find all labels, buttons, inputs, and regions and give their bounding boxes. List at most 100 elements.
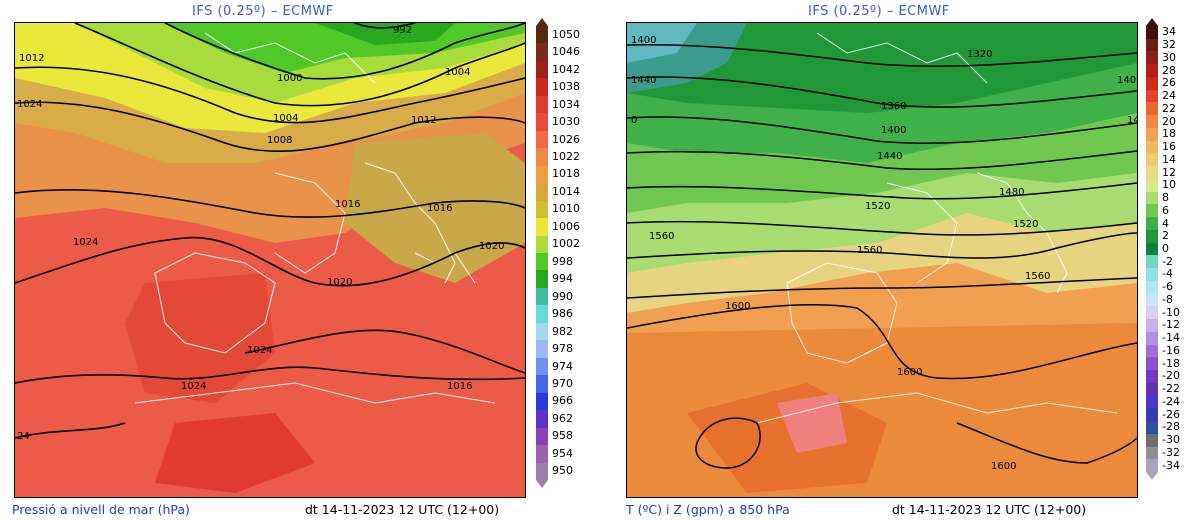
colorbar-label: 1034 (552, 97, 580, 111)
colorbar-label: 8 (1162, 191, 1169, 205)
colorbar-swatch (1146, 459, 1158, 473)
colorbar-swatch (536, 445, 548, 464)
colorbar-label: 18 (1162, 127, 1176, 141)
isobar-label: 1016 (427, 203, 452, 214)
isobar-label: 1004 (273, 113, 298, 124)
colorbar-label: 1002 (552, 237, 580, 251)
colorbar-swatch (1146, 408, 1158, 422)
colorbar-label: 1050 (552, 27, 580, 41)
colorbar-swatch (536, 113, 548, 132)
colorbar-label: 1010 (552, 202, 580, 216)
colorbar-swatch (536, 322, 548, 341)
colorbar-swatch (1146, 382, 1158, 397)
contour-label: 1560 (857, 245, 882, 256)
colorbar-label: 2 (1162, 229, 1169, 243)
model-title: IFS (0.25º) – ECMWF (808, 4, 950, 19)
colorbar-label: 20 (1162, 114, 1176, 128)
colorbar-swatch (1146, 166, 1158, 180)
colorbar-arrow-down-icon (1146, 472, 1158, 480)
colorbar-swatch (536, 60, 548, 79)
colorbar-swatch (536, 270, 548, 289)
isobar-label: 1004 (445, 67, 470, 78)
colorbar-swatch (1146, 229, 1158, 244)
colorbar-label: 962 (552, 411, 573, 425)
colorbar-swatch (1146, 178, 1158, 193)
colorbar-swatch (1146, 433, 1158, 447)
colorbar-label: 30 (1162, 50, 1176, 64)
colorbar-swatch (536, 305, 548, 324)
colorbar-swatch (536, 375, 548, 394)
colorbar-label: 978 (552, 342, 573, 356)
colorbar-swatch (1146, 370, 1158, 384)
colorbar-swatch (1146, 191, 1158, 205)
colorbar-label: 1014 (552, 184, 580, 198)
colorbar-swatch (1146, 421, 1158, 435)
colorbar-swatch (536, 78, 548, 97)
contour-label: 1360 (881, 101, 906, 112)
colorbar-label: -6 (1162, 280, 1173, 294)
colorbar-swatch (536, 218, 548, 237)
contour-label: 1400 (631, 35, 656, 46)
colorbar-label: 28 (1162, 63, 1176, 77)
colorbar-label: 998 (552, 254, 573, 268)
colorbar-label: -10 (1162, 305, 1180, 319)
contour-label: 1520 (865, 201, 890, 212)
isobar-label: 1024 (247, 345, 272, 356)
colorbar-swatch (536, 183, 548, 202)
temperature-panel: IFS (0.25º) – ECMWF (600, 0, 1200, 521)
pressure-date: dt 14-11-2023 12 UTC (12+00) (305, 502, 500, 517)
isobar-label: 24 (17, 431, 30, 442)
colorbar-swatch (1146, 319, 1158, 333)
colorbar-swatch (536, 165, 548, 184)
isobar-label: 1008 (267, 135, 292, 146)
colorbar-label: 970 (552, 376, 573, 390)
colorbar-swatch (536, 26, 548, 44)
colorbar-label: 1022 (552, 149, 580, 163)
colorbar-swatch (1146, 51, 1158, 65)
colorbar-swatch (1146, 26, 1158, 40)
colorbar-swatch (1146, 217, 1158, 231)
contour-label: 1440 (877, 151, 902, 162)
colorbar-label: 0 (1162, 242, 1169, 255)
colorbar-label: 22 (1162, 101, 1176, 115)
colorbar-swatch (536, 148, 548, 167)
colorbar-swatch (536, 130, 548, 149)
colorbar-label: 14 (1162, 152, 1176, 166)
colorbar-label: 1042 (552, 62, 580, 76)
colorbar-label: 1026 (552, 132, 580, 146)
isobar-label: 1012 (411, 115, 436, 126)
colorbar-swatch (1146, 357, 1158, 371)
colorbar-label: 4 (1162, 216, 1169, 230)
colorbar-swatch (536, 357, 548, 376)
colorbar-swatch (1146, 395, 1158, 409)
colorbar-swatch (536, 462, 548, 481)
colorbar-swatch (1146, 446, 1158, 460)
colorbar-label: 954 (552, 446, 573, 460)
isobar-label: 1012 (19, 53, 44, 64)
isobar-label: 1024 (73, 237, 98, 248)
colorbar-label: 982 (552, 324, 573, 338)
colorbar-label: -24 (1162, 394, 1180, 408)
pressure-panel: IFS (0.25º) – ECMWF (12, 4, 580, 517)
isobar-label: 992 (393, 25, 412, 36)
contour-label: 1600 (725, 301, 750, 312)
colorbar-label: 986 (552, 307, 573, 321)
colorbar-label: 958 (552, 429, 573, 443)
colorbar-label: -26 (1162, 407, 1180, 421)
colorbar-label: -32 (1162, 445, 1180, 459)
colorbar-swatch (1146, 344, 1158, 358)
colorbar-swatch (536, 410, 548, 429)
pressure-caption: Pressió a nivell de mar (hPa) (12, 502, 190, 517)
colorbar-label: -4 (1162, 267, 1173, 281)
isobar-label: 1024 (181, 381, 206, 392)
colorbar-swatch (1146, 280, 1158, 295)
contour-label: 1520 (1013, 219, 1038, 230)
colorbar-swatch (1146, 293, 1158, 307)
contour-label: 1600 (991, 461, 1016, 472)
contour-label: 140 (1117, 75, 1136, 86)
colorbar-label: 990 (552, 289, 573, 303)
isobar-label: 1020 (327, 277, 352, 288)
colorbar-swatch (536, 95, 548, 114)
colorbar-swatch (536, 392, 548, 411)
colorbar-arrow-up-icon (1146, 18, 1158, 26)
